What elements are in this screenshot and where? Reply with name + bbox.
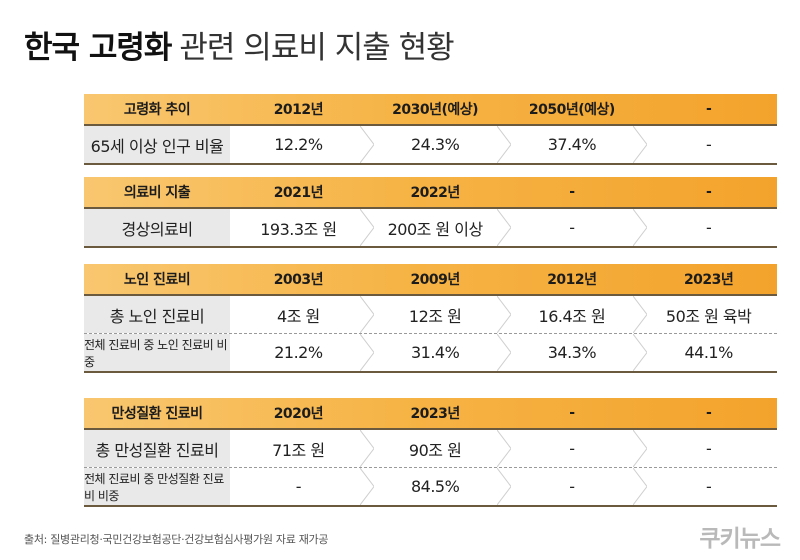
section-medical-expense: 의료비 지출 2021년 2022년 - - 경상의료비 193.3조 원 20… xyxy=(84,177,777,248)
source-note: 출처: 질병관리청·국민건강보험공단·건강보험심사평가원 자료 재가공 xyxy=(24,533,329,546)
section-header: 의료비 지출 2021년 2022년 - - xyxy=(84,177,777,209)
chevron-separator-icon xyxy=(633,296,647,333)
chevron-separator-icon xyxy=(360,468,374,505)
table-cell: - xyxy=(705,439,712,458)
section-header: 고령화 추이 2012년 2030년(예상) 2050년(예상) - xyxy=(84,94,777,126)
brand-logo: 쿠키뉴스 xyxy=(699,526,781,552)
table-cell: 50조 원 육박 xyxy=(665,306,752,326)
chevron-separator-icon xyxy=(497,334,511,371)
section-chronic-disease: 만성질환 진료비 2020년 2023년 - - 총 만성질환 진료비 71조 … xyxy=(84,398,777,507)
header-cell: 2050년(예상) xyxy=(528,102,615,118)
table-cell: 90조 원 xyxy=(367,430,504,467)
table-row: 전체 진료비 중 만성질환 진료비 비중 - 84.5% - - xyxy=(84,468,777,507)
row-label: 65세 이상 인구 비율 xyxy=(84,126,230,163)
table-cell: 34.3% xyxy=(504,334,641,371)
chevron-separator-icon xyxy=(360,126,374,163)
table-cell: - xyxy=(705,218,712,237)
chevron-separator-icon xyxy=(360,334,374,371)
table-cell: 21.2% xyxy=(230,334,367,371)
table-cell: 12.2% xyxy=(230,126,367,163)
title-light: 관련 의료비 지출 현황 xyxy=(179,30,454,66)
chevron-separator-icon xyxy=(633,209,647,246)
header-cell: 2021년 xyxy=(273,185,324,201)
chevron-separator-icon xyxy=(360,209,374,246)
section-header: 만성질환 진료비 2020년 2023년 - - xyxy=(84,398,777,430)
header-cell: - xyxy=(705,101,712,117)
header-cell: 2022년 xyxy=(410,185,460,201)
chevron-separator-icon xyxy=(360,430,374,467)
row-label: 전체 진료비 중 만성질환 진료비 비중 xyxy=(84,468,230,505)
header-cell: 의료비 지출 xyxy=(123,185,191,201)
row-label: 총 만성질환 진료비 xyxy=(84,430,230,467)
chevron-separator-icon xyxy=(633,334,647,371)
table-cell: 37.4% xyxy=(504,126,641,163)
row-label: 경상의료비 xyxy=(84,209,230,246)
table-row: 총 만성질환 진료비 71조 원 90조 원 - - xyxy=(84,430,777,468)
row-label: 총 노인 진료비 xyxy=(84,296,230,333)
table-row: 65세 이상 인구 비율 12.2% 24.3% 37.4% - xyxy=(84,126,777,165)
chevron-separator-icon xyxy=(360,296,374,333)
row-label: 전체 진료비 중 노인 진료비 비중 xyxy=(84,334,230,371)
header-cell: 2023년 xyxy=(410,406,460,422)
page-title: 한국 고령화 관련 의료비 지출 현황 xyxy=(24,22,455,67)
header-cell: 2012년 xyxy=(273,102,324,118)
chevron-separator-icon xyxy=(497,209,511,246)
header-cell: 2023년 xyxy=(683,272,734,288)
header-cell: 만성질환 진료비 xyxy=(111,406,203,422)
chevron-separator-icon xyxy=(633,126,647,163)
table-cell: 200조 원 이상 xyxy=(367,209,504,246)
header-cell: 노인 진료비 xyxy=(123,272,191,288)
header-cell: 2003년 xyxy=(273,272,324,288)
section-aging-trend: 고령화 추이 2012년 2030년(예상) 2050년(예상) - 65세 이… xyxy=(84,94,777,165)
table-row: 총 노인 진료비 4조 원 12조 원 16.4조 원 50조 원 육박 xyxy=(84,296,777,334)
table-cell: - xyxy=(705,477,712,496)
table-cell: - xyxy=(504,468,641,505)
chevron-separator-icon xyxy=(497,126,511,163)
header-cell: - xyxy=(705,405,712,421)
table-cell: - xyxy=(705,135,712,154)
table-cell: 4조 원 xyxy=(230,296,367,333)
chevron-separator-icon xyxy=(497,430,511,467)
header-cell: - xyxy=(569,184,575,200)
section-elderly-medical: 노인 진료비 2003년 2009년 2012년 2023년 총 노인 진료비 … xyxy=(84,264,777,373)
table-cell: 31.4% xyxy=(367,334,504,371)
header-cell: 고령화 추이 xyxy=(123,102,191,118)
table-cell: 44.1% xyxy=(684,343,733,362)
header-cell: 2012년 xyxy=(547,272,597,288)
chevron-separator-icon xyxy=(497,296,511,333)
section-header: 노인 진료비 2003년 2009년 2012년 2023년 xyxy=(84,264,777,296)
chevron-separator-icon xyxy=(497,468,511,505)
table-cell: - xyxy=(230,468,367,505)
table-cell: - xyxy=(504,430,641,467)
table-cell: 71조 원 xyxy=(230,430,367,467)
title-bold: 한국 고령화 xyxy=(24,30,172,66)
table-cell: - xyxy=(504,209,641,246)
header-cell: 2020년 xyxy=(273,406,324,422)
header-cell: 2030년(예상) xyxy=(392,102,479,118)
header-cell: - xyxy=(705,184,712,200)
chevron-separator-icon xyxy=(633,430,647,467)
chevron-separator-icon xyxy=(633,468,647,505)
table-cell: 193.3조 원 xyxy=(230,209,367,246)
table-cell: 12조 원 xyxy=(367,296,504,333)
header-cell: - xyxy=(569,405,575,421)
table-cell: 16.4조 원 xyxy=(504,296,641,333)
table-cell: 84.5% xyxy=(367,468,504,505)
table-row: 전체 진료비 중 노인 진료비 비중 21.2% 31.4% 34.3% 44.… xyxy=(84,334,777,373)
header-cell: 2009년 xyxy=(410,272,460,288)
table-row: 경상의료비 193.3조 원 200조 원 이상 - - xyxy=(84,209,777,248)
table-cell: 24.3% xyxy=(367,126,504,163)
